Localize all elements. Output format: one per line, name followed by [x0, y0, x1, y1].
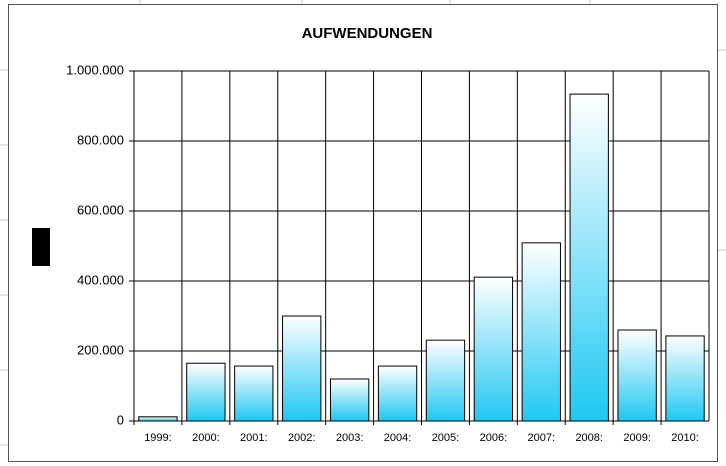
axis-label-placeholder [32, 228, 50, 266]
y-tick-label: 400.000 [77, 272, 124, 287]
x-tick-label: 2002: [288, 432, 316, 444]
bar [282, 315, 322, 422]
y-tick-label: 0 [117, 412, 124, 427]
bar [234, 365, 274, 422]
y-tick-label: 800.000 [77, 132, 124, 147]
y-tick-label: 600.000 [77, 202, 124, 217]
x-tick-label: 2010: [671, 432, 699, 444]
x-tick-label: 2005: [432, 432, 460, 444]
chart-title: AUFWENDUNGEN [302, 25, 433, 42]
bar [569, 93, 609, 422]
bar [329, 378, 370, 422]
bar [138, 416, 178, 422]
bar [473, 276, 514, 422]
x-tick-label: 2000: [192, 432, 220, 444]
x-tick-label: 2009: [623, 432, 651, 444]
bar [377, 365, 418, 422]
x-tick-label: 2004: [384, 432, 412, 444]
x-tick-label: 2001: [240, 432, 268, 444]
x-tick-label: 2006: [480, 432, 508, 444]
x-tick-label: 2007: [528, 432, 556, 444]
x-tick-label: 2008: [575, 432, 603, 444]
bar [186, 362, 226, 422]
x-tick-label: 1999: [144, 432, 172, 444]
bar [425, 339, 466, 422]
spreadsheet-grid [0, 0, 726, 446]
y-tick-label: 200.000 [77, 342, 124, 357]
bar [665, 335, 705, 422]
bar [617, 329, 657, 422]
x-tick-label: 2003: [336, 432, 364, 444]
y-tick-label: 1.000.000 [66, 62, 124, 77]
bar [521, 242, 561, 422]
